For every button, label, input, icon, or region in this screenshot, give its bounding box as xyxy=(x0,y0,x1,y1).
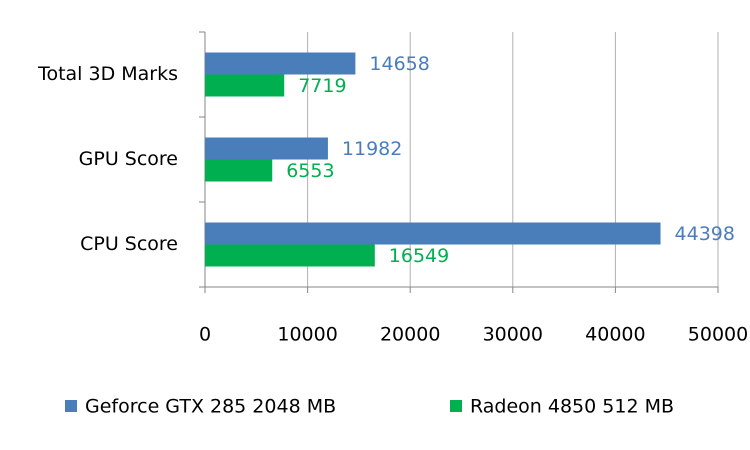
bar xyxy=(205,137,328,160)
legend-label: Geforce GTX 285 2048 MB xyxy=(85,396,336,418)
x-tick-label: 40000 xyxy=(585,324,645,346)
bar xyxy=(205,52,356,75)
x-tick-label: 30000 xyxy=(483,324,543,346)
y-tick-label: GPU Score xyxy=(79,148,178,170)
legend-swatch xyxy=(450,400,462,412)
legend-swatch xyxy=(65,400,77,412)
x-tick-label: 50000 xyxy=(688,324,748,346)
bar xyxy=(205,74,285,97)
y-tick-label: CPU Score xyxy=(80,233,178,255)
legend-label: Radeon 4850 512 MB xyxy=(470,396,674,418)
x-tick-label: 10000 xyxy=(277,324,337,346)
bar xyxy=(205,159,273,182)
bar xyxy=(205,244,375,267)
value-label: 7719 xyxy=(298,75,346,97)
value-label: 6553 xyxy=(286,160,334,182)
x-tick-label: 0 xyxy=(199,324,211,346)
bar xyxy=(205,222,661,245)
value-label: 16549 xyxy=(389,245,449,267)
value-label: 14658 xyxy=(369,53,429,75)
value-label: 11982 xyxy=(342,138,402,160)
value-label: 44398 xyxy=(675,223,735,245)
x-tick-label: 20000 xyxy=(380,324,440,346)
y-tick-label: Total 3D Marks xyxy=(37,63,178,85)
